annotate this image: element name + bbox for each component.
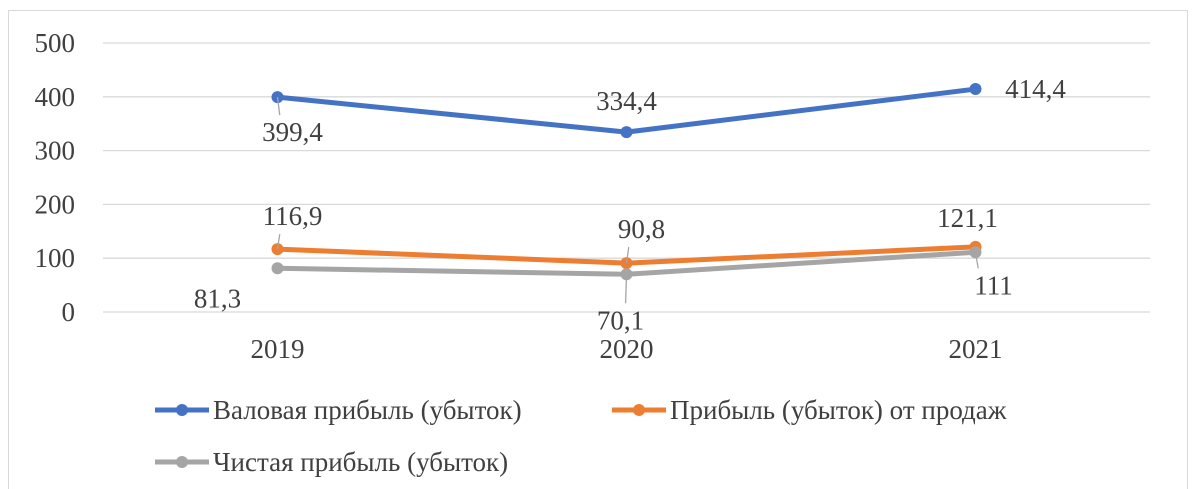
y-tick-label: 500 — [35, 28, 76, 58]
legend-label: Чистая прибыль (убыток) — [213, 447, 508, 477]
data-label: 121,1 — [937, 203, 998, 233]
data-point — [271, 262, 284, 275]
leader-line — [974, 252, 979, 269]
data-labels: 399,4 334,4 414,4 116,9 90,8 121,1 81,3 70,1 111 — [194, 74, 1067, 335]
data-label: 414,4 — [1005, 74, 1066, 104]
y-axis-ticks: 0 100 200 300 400 500 — [35, 28, 76, 327]
legend-label: Прибыль (убыток) от продаж — [670, 395, 1007, 425]
y-tick-label: 100 — [35, 243, 76, 273]
leader-line — [276, 97, 281, 116]
y-tick-label: 200 — [35, 189, 76, 219]
x-tick-label: 2020 — [600, 334, 654, 364]
legend-swatch-marker — [176, 404, 188, 416]
data-label: 116,9 — [263, 201, 323, 231]
y-tick-label: 400 — [35, 82, 76, 112]
data-label: 81,3 — [194, 283, 241, 313]
data-point — [620, 126, 633, 139]
chart-frame — [8, 10, 1188, 489]
data-label: 90,8 — [618, 214, 665, 244]
data-point — [969, 246, 982, 259]
y-tick-label: 300 — [35, 136, 76, 166]
x-axis-ticks: 2019 2020 2021 — [251, 334, 1003, 364]
leader-lines — [276, 97, 979, 304]
y-tick-label: 0 — [62, 297, 76, 327]
legend-swatch-marker — [633, 404, 645, 416]
x-tick-label: 2019 — [251, 334, 305, 364]
x-tick-label: 2021 — [949, 334, 1003, 364]
data-point — [969, 83, 982, 96]
leader-line — [625, 247, 630, 264]
data-label: 334,4 — [596, 86, 657, 116]
leader-line — [624, 274, 628, 304]
data-label: 111 — [974, 270, 1013, 300]
legend-swatch-marker — [176, 456, 188, 468]
leader-line — [276, 234, 281, 250]
data-label: 399,4 — [262, 117, 323, 147]
legend-label: Валовая прибыль (убыток) — [213, 395, 522, 425]
legend: Валовая прибыль (убыток) Прибыль (убыток)… — [155, 395, 1007, 477]
data-label: 70,1 — [597, 305, 644, 335]
